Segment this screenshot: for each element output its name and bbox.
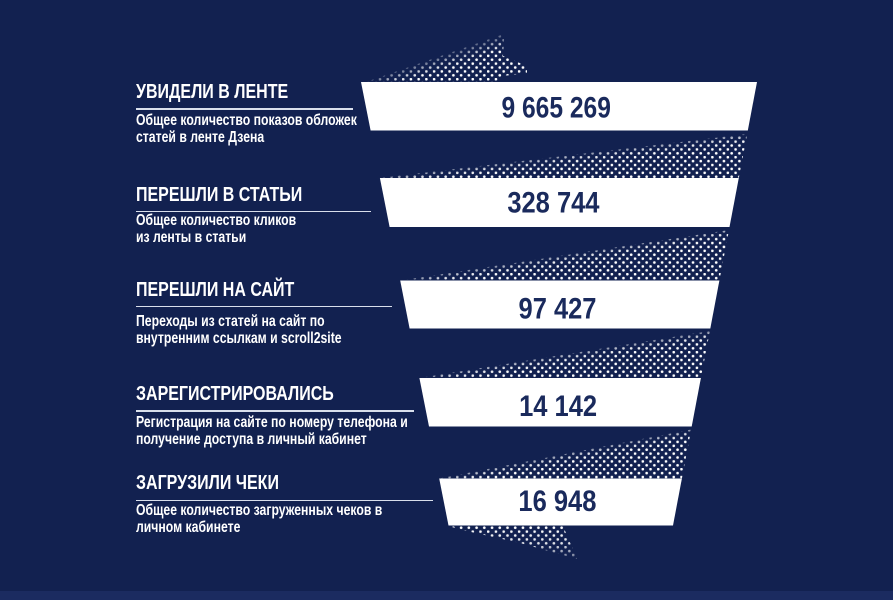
svg-text:97 427: 97 427 bbox=[519, 291, 597, 324]
svg-text:328 744: 328 744 bbox=[507, 185, 600, 218]
svg-text:16 948: 16 948 bbox=[518, 484, 596, 517]
svg-text:9 665 269: 9 665 269 bbox=[501, 90, 610, 124]
svg-text:14 142: 14 142 bbox=[519, 389, 597, 422]
